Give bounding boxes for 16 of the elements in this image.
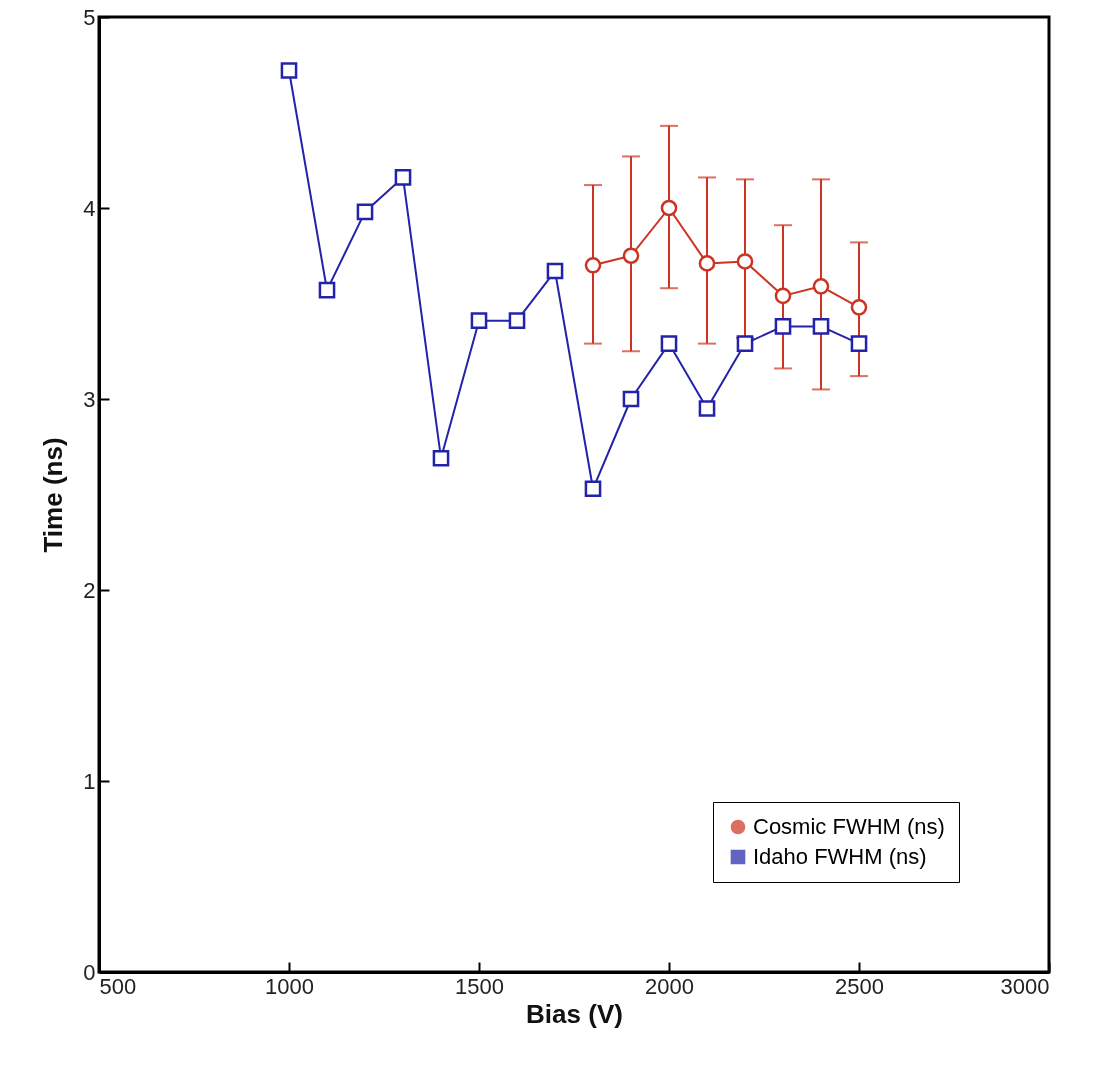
y-tick-label: 0 [83, 959, 96, 985]
legend-label: Idaho FWHM (ns) [753, 844, 927, 869]
y-tick-label: 5 [83, 4, 96, 30]
x-tick-label: 1500 [455, 973, 504, 999]
x-tick-label: 2500 [835, 973, 884, 999]
x-axis-title: Bias (V) [526, 998, 623, 1029]
x-tick-label: 2000 [645, 973, 694, 999]
y-tick-label: 4 [83, 195, 96, 221]
legend-label: Cosmic FWHM (ns) [753, 814, 945, 839]
y-axis-title: Time (ns) [38, 437, 69, 553]
x-tick-label: 500 [99, 973, 137, 999]
x-tick-label: 1000 [265, 973, 314, 999]
y-tick-label: 3 [83, 386, 96, 412]
x-tick-label: 3000 [1000, 973, 1050, 999]
y-tick-label: 2 [83, 577, 96, 603]
y-tick-label: 1 [83, 768, 96, 794]
